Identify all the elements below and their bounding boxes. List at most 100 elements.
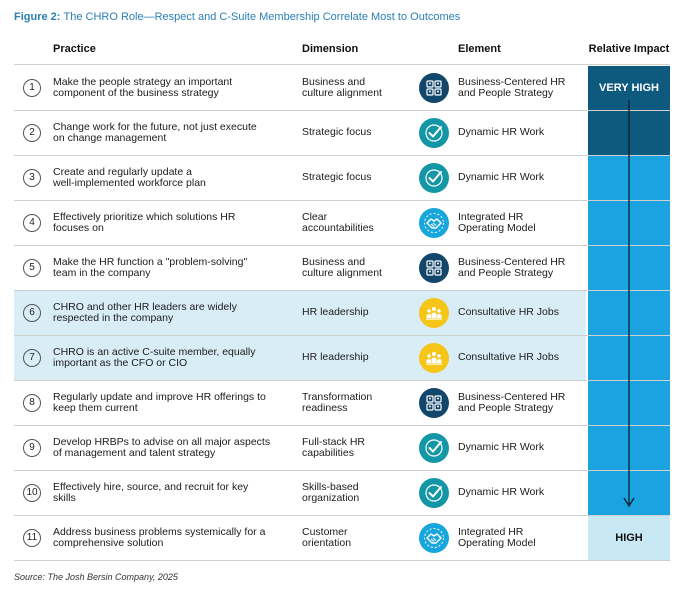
table-row: 11 Address business problems systemically… — [14, 516, 586, 560]
row-divider — [14, 155, 670, 156]
element-text-line1: Integrated HR — [458, 526, 524, 538]
dimension-text-line2: accountabilities — [302, 222, 374, 234]
dimension-text-line1: Transformation — [302, 391, 373, 403]
row-divider — [14, 245, 670, 246]
impact-cell — [588, 516, 670, 560]
element-text: Business-Centered HR and People Strategy — [458, 257, 588, 279]
header-element: Element — [458, 43, 501, 55]
people-strategy-icon — [419, 253, 449, 283]
dimension-text: Transformation readiness — [302, 392, 414, 414]
practice-text-line1: CHRO and other HR leaders are widely — [53, 301, 237, 313]
row-divider — [14, 515, 670, 516]
element-text-line1: Dynamic HR Work — [458, 171, 545, 183]
practice-text-line2: well-implemented workforce plan — [53, 177, 206, 189]
table-row: 10 Effectively hire, source, and recruit … — [14, 471, 586, 515]
table-row: 2 Change work for the future, not just ex… — [14, 111, 586, 155]
practice-text-line2: comprehensive solution — [53, 537, 164, 549]
dimension-text: HR leadership — [302, 307, 414, 318]
dimension-text: Customer orientation — [302, 527, 414, 549]
practice-text: Effectively prioritize which solutions H… — [53, 212, 293, 234]
table-row: 5 Make the HR function a "problem-solving… — [14, 246, 586, 290]
dimension-text: Strategic focus — [302, 172, 414, 183]
practice-text-line1: Regularly update and improve HR offering… — [53, 391, 266, 403]
team-icon — [419, 298, 449, 328]
element-text-line1: Dynamic HR Work — [458, 126, 545, 138]
dimension-text: Business and culture alignment — [302, 257, 414, 279]
dimension-text-line2: culture alignment — [302, 267, 382, 279]
row-number: 3 — [23, 169, 41, 187]
practice-text: CHRO is an active C-suite member, equall… — [53, 347, 293, 369]
element-text: Dynamic HR Work — [458, 442, 588, 453]
table-row: 7 CHRO is an active C-suite member, equal… — [14, 336, 586, 380]
row-number: 9 — [23, 439, 41, 457]
practice-text-line2: important as the CFO or CIO — [53, 357, 188, 369]
practice-text-line2: on change management — [53, 132, 167, 144]
practice-text-line2: component of the business strategy — [53, 87, 219, 99]
row-divider — [14, 560, 670, 561]
practice-text-line1: Make the HR function a "problem-solving" — [53, 256, 248, 268]
dimension-text: Business and culture alignment — [302, 77, 414, 99]
checkmark-icon — [419, 118, 449, 148]
impact-high-label: HIGH — [615, 532, 643, 544]
row-divider — [14, 200, 670, 201]
practice-text: Make the HR function a "problem-solving"… — [53, 257, 293, 279]
header-practice: Practice — [53, 43, 96, 55]
practice-text-line1: Change work for the future, not just exe… — [53, 121, 257, 133]
element-text: Dynamic HR Work — [458, 172, 588, 183]
dimension-text: Strategic focus — [302, 127, 414, 138]
element-text-line2: and People Strategy — [458, 402, 554, 414]
dimension-text-line2: culture alignment — [302, 87, 382, 99]
practice-text-line2: of management and talent strategy — [53, 447, 216, 459]
practice-text: Change work for the future, not just exe… — [53, 122, 293, 144]
element-text: Integrated HR Operating Model — [458, 527, 588, 549]
dimension-text-line1: Full-stack HR — [302, 436, 366, 448]
element-text-line2: Operating Model — [458, 537, 536, 549]
row-number: 4 — [23, 214, 41, 232]
dimension-text-line1: Strategic focus — [302, 126, 372, 138]
dimension-text: Clear accountabilities — [302, 212, 414, 234]
dimension-text-line2: orientation — [302, 537, 352, 549]
dimension-text-line1: Skills-based — [302, 481, 359, 493]
practice-text-line1: Create and regularly update a — [53, 166, 192, 178]
row-divider — [14, 290, 670, 291]
row-number: 2 — [23, 124, 41, 142]
practice-text: Address business problems systemically f… — [53, 527, 293, 549]
element-text-line2: and People Strategy — [458, 267, 554, 279]
dimension-text-line2: readiness — [302, 402, 348, 414]
element-text: Consultative HR Jobs — [458, 307, 588, 318]
practice-text: CHRO and other HR leaders are widely resp… — [53, 302, 293, 324]
row-number: 1 — [23, 79, 41, 97]
header-impact: Relative Impact — [588, 43, 670, 55]
dimension-text-line1: HR leadership — [302, 351, 369, 363]
dimension-text-line1: Business and — [302, 76, 366, 88]
row-number: 6 — [23, 304, 41, 322]
table-row: 6 CHRO and other HR leaders are widely res… — [14, 291, 586, 335]
element-text-line2: and People Strategy — [458, 87, 554, 99]
element-text: Business-Centered HR and People Strategy — [458, 77, 588, 99]
element-text-line1: Business-Centered HR — [458, 391, 566, 403]
element-text-line1: Integrated HR — [458, 211, 524, 223]
dimension-text: Full-stack HR capabilities — [302, 437, 414, 459]
dimension-text-line2: capabilities — [302, 447, 354, 459]
row-divider — [14, 425, 670, 426]
row-divider — [14, 470, 670, 471]
checkmark-icon — [419, 478, 449, 508]
element-text-line1: Dynamic HR Work — [458, 441, 545, 453]
figure-title-text: The CHRO Role—Respect and C-Suite Member… — [63, 11, 461, 23]
team-icon — [419, 343, 449, 373]
people-strategy-icon — [419, 73, 449, 103]
dimension-text-line2: organization — [302, 492, 360, 504]
practice-text-line1: Effectively hire, source, and recruit fo… — [53, 481, 249, 493]
source-note: Source: The Josh Bersin Company, 2025 — [14, 572, 178, 582]
practice-text-line2: team in the company — [53, 267, 151, 279]
row-number: 10 — [23, 484, 41, 502]
element-text: Dynamic HR Work — [458, 127, 588, 138]
header-dimension: Dimension — [302, 43, 359, 55]
dimension-text-line1: HR leadership — [302, 306, 369, 318]
dimension-text: Skills-based organization — [302, 482, 414, 504]
element-text-line1: Business-Centered HR — [458, 76, 566, 88]
decreasing-impact-arrow — [623, 100, 635, 508]
element-text-line1: Consultative HR Jobs — [458, 351, 559, 363]
table-row: 4 Effectively prioritize which solutions … — [14, 201, 586, 245]
handshake-icon — [419, 523, 449, 553]
